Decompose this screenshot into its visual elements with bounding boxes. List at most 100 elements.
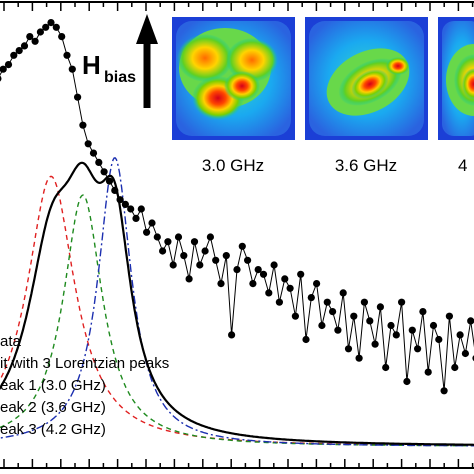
inset-label-3: 4 <box>458 156 467 175</box>
data-point <box>398 298 406 306</box>
legend-item-fit: it with 3 Lorentzian peaks <box>0 355 169 372</box>
data-point <box>116 196 124 204</box>
data-point <box>217 280 225 288</box>
data-point <box>0 75 2 82</box>
legend-item-peak2: eak 2 (3.6 GHz) <box>0 399 106 416</box>
data-point <box>297 270 305 278</box>
data-point <box>79 121 87 129</box>
data-point <box>137 205 145 213</box>
data-point <box>249 280 257 288</box>
inset-label-2: 3.6 GHz <box>335 156 397 175</box>
inset-map-1 <box>172 17 295 140</box>
data-point <box>302 335 310 344</box>
data-point <box>376 303 384 311</box>
data-point <box>47 19 55 27</box>
fit-curve <box>0 161 474 446</box>
field-label-main: H <box>82 50 101 80</box>
data-point <box>281 275 289 283</box>
data-point <box>74 93 82 101</box>
data-point <box>318 321 326 330</box>
data-point <box>403 377 411 386</box>
data-point <box>68 65 76 73</box>
data-point <box>143 228 151 236</box>
data-point <box>212 256 220 264</box>
data-point <box>355 354 363 362</box>
data-point <box>339 289 347 297</box>
data-point <box>4 61 13 69</box>
data-point <box>275 298 283 306</box>
data-point <box>387 321 395 330</box>
data-point <box>121 200 129 208</box>
data-point <box>153 233 161 241</box>
data-point <box>20 42 29 50</box>
data-point <box>451 363 459 372</box>
data-point <box>89 149 98 157</box>
data-point <box>238 242 246 250</box>
data-point <box>132 214 140 222</box>
data-point <box>0 65 7 73</box>
data-point <box>201 247 209 255</box>
data-point <box>291 312 299 320</box>
data-point <box>222 252 230 260</box>
data-points-layer <box>0 19 474 395</box>
data-point <box>148 219 156 227</box>
data-point <box>111 186 119 194</box>
data-point <box>371 340 379 348</box>
data-point <box>180 252 188 260</box>
inset-map-2 <box>305 17 428 140</box>
data-point <box>42 23 50 31</box>
data-point <box>467 317 474 325</box>
data-point <box>196 261 204 269</box>
data-point <box>36 28 45 36</box>
legend-item-peak3: eak 3 (4.2 GHz) <box>0 421 106 438</box>
inset-label-1: 3.0 GHz <box>202 156 264 175</box>
data-point <box>159 247 167 255</box>
field-arrow-icon <box>136 14 158 108</box>
data-point <box>461 349 469 358</box>
data-point <box>414 345 422 353</box>
data-point <box>84 140 92 148</box>
data-point <box>259 270 268 278</box>
data-point <box>105 177 114 185</box>
data-point <box>360 298 368 306</box>
data-point <box>323 298 331 306</box>
data-point <box>26 33 34 41</box>
data-point <box>58 33 66 41</box>
data-point <box>233 266 241 274</box>
data-point <box>350 312 358 320</box>
data-point <box>382 363 390 372</box>
data-point <box>286 284 294 292</box>
data-point <box>456 331 464 339</box>
data-point <box>206 233 214 241</box>
data-point <box>265 289 273 297</box>
legend-item-peak1: eak 1 (3.0 GHz) <box>0 377 106 394</box>
data-point <box>15 47 23 55</box>
data-point <box>63 51 71 59</box>
data-point <box>344 345 353 353</box>
data-point <box>244 256 252 264</box>
data-point <box>334 326 342 334</box>
data-point <box>164 238 172 246</box>
data-point <box>169 261 177 269</box>
curves-layer <box>0 157 474 447</box>
legend-item-data: ata <box>0 333 22 350</box>
data-point <box>408 326 416 334</box>
data-point <box>419 308 427 316</box>
legend: ata it with 3 Lorentzian peaks eak 1 (3.… <box>0 333 169 438</box>
data-point <box>329 308 337 316</box>
data-point <box>31 37 39 45</box>
data-point <box>270 261 278 269</box>
data-point <box>190 238 199 246</box>
data-point <box>445 312 453 320</box>
peak-curve-3 <box>0 157 474 447</box>
data-point <box>100 168 108 176</box>
data-point <box>429 321 438 330</box>
data-point <box>10 51 18 59</box>
data-point <box>254 266 262 274</box>
inset-map-3 <box>438 17 474 140</box>
data-point <box>52 23 60 31</box>
data-point <box>440 387 448 395</box>
data-point <box>435 335 443 344</box>
